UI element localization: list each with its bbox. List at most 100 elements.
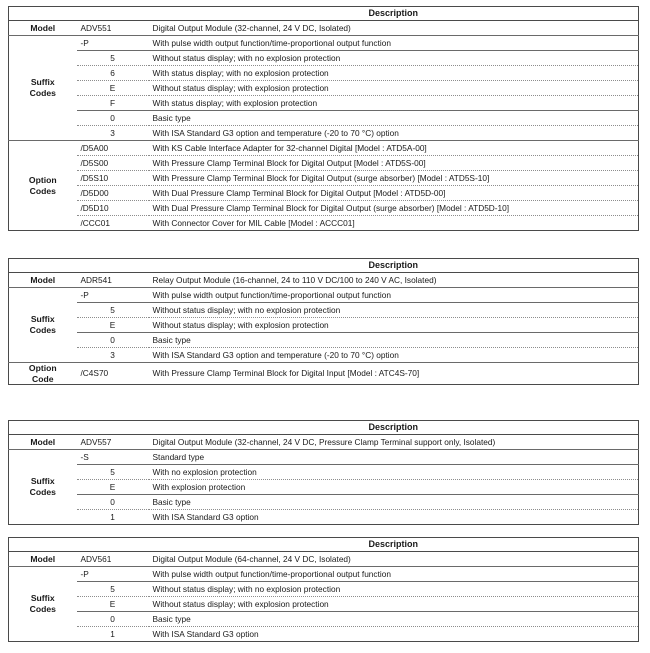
header-blank-code [76, 258, 149, 273]
model-description: Digital Output Module (64-channel, 24 V … [152, 553, 351, 564]
header-blank-label [8, 537, 77, 552]
suffix-code-value: 5 [76, 50, 149, 66]
suffix-code-description: With ISA Standard G3 option and temperat… [148, 125, 639, 141]
suffix-code-description: With status display; with no explosion p… [148, 65, 639, 81]
spec-table-adv557: Description Model ADV557 Digital Output Mod… [8, 420, 639, 525]
table-row-suffix-code: 0 Basic type [9, 611, 639, 627]
table-row-option-code: /D5D00 With Dual Pressure Clamp Terminal … [9, 185, 639, 201]
option-code-value: /C4S70 [76, 361, 149, 385]
table-row-suffix-code: E Without status display; with explosion … [9, 317, 639, 333]
suffix-code-description: Basic type [148, 494, 639, 510]
table-row-suffix-code: E Without status display; with explosion … [9, 596, 639, 612]
table-row-suffix-code: E Without status display; with explosion … [9, 80, 639, 96]
table-row-option-code: /D5S00 With Pressure Clamp Terminal Block… [9, 155, 639, 171]
header-blank-code [76, 537, 149, 552]
model-code-value: ADV557 [80, 436, 112, 447]
table-header-row: Description [8, 420, 639, 435]
option-code-description: With Pressure Clamp Terminal Block for D… [148, 155, 639, 171]
table-row-option-code: /CCC01 With Connector Cover for MIL Cable… [9, 215, 639, 231]
suffix-code-value: E [76, 80, 149, 96]
suffix-code-value: 1 [76, 626, 149, 642]
column-header-description: Description [148, 537, 639, 552]
suffix-code-description: Without status display; with no explosio… [148, 581, 639, 597]
table-row-suffix-code: Suffix Codes -P With pulse width output fun… [8, 566, 639, 642]
model-code-value: ADV561 [80, 553, 112, 564]
table-row-suffix-code: E With explosion protection [9, 479, 639, 495]
model-description: Digital Output Module (32-channel, 24 V … [152, 436, 496, 447]
option-code-value: /D5D00 [76, 185, 149, 201]
option-code-description: With Pressure Clamp Terminal Block for D… [148, 361, 639, 385]
table-header-row: Description [8, 6, 639, 21]
table-row-suffix-code: 5 Without status display; with no explosi… [9, 302, 639, 318]
suffix-code-value: 0 [76, 332, 149, 348]
header-blank-code [76, 420, 149, 435]
suffix-code-description: Without status display; with no explosio… [148, 50, 639, 66]
column-header-description: Description [148, 420, 639, 435]
table-row-model: Model ADV561 Digital Output Module (64-cha… [9, 552, 639, 567]
table-row-model: Model ADV551 Digital Output Module (32-cha… [9, 21, 639, 36]
suffix-code-value: 5 [76, 464, 149, 480]
table-row-option-code: /D5S10 With Pressure Clamp Terminal Block… [9, 170, 639, 186]
header-blank-label [8, 420, 77, 435]
suffix-code-value: 0 [76, 110, 149, 126]
table-row-option-code: Option Codes/D5A00 With KS Cable Interface… [8, 140, 639, 231]
table-row-suffix-code: Suffix Codes -P With pulse width output fun… [8, 35, 639, 141]
option-code-description: With Connector Cover for MIL Cable [Mode… [148, 215, 639, 231]
header-blank-label [8, 6, 77, 21]
spec-table-adv551: Description Model ADV551 Digital Output Mod… [8, 6, 639, 231]
table-row-suffix-code: 3 With ISA Standard G3 option and tempera… [9, 347, 639, 363]
table-row-model: Model ADR541 Relay Output Module (16-chann… [9, 273, 639, 288]
model-code-value: ADR541 [80, 274, 112, 285]
suffix-code-value: F [76, 95, 149, 111]
row-label-model: Model [30, 553, 56, 564]
table-header-row: Description [8, 537, 639, 552]
suffix-code-value: 0 [76, 494, 149, 510]
row-label-option-codes: Option Code [8, 361, 77, 385]
suffix-code-value: E [76, 479, 149, 495]
suffix-code-value: -P [76, 566, 149, 582]
model-description: Digital Output Module (32-channel, 24 V … [152, 22, 351, 33]
suffix-code-description: Basic type [148, 110, 639, 126]
suffix-code-value: -P [76, 287, 149, 303]
option-code-description: With Pressure Clamp Terminal Block for D… [148, 170, 639, 186]
suffix-code-value: E [76, 317, 149, 333]
table-row-suffix-code: Suffix Codes -S Standard type [8, 449, 639, 525]
table-row-suffix-code: Suffix Codes -P With pulse width output fun… [8, 287, 639, 363]
suffix-code-value: 1 [76, 509, 149, 525]
suffix-code-value: 6 [76, 65, 149, 81]
suffix-code-description: With pulse width output function/time-pr… [148, 566, 639, 582]
header-blank-code [76, 6, 149, 21]
suffix-code-description: Without status display; with explosion p… [148, 317, 639, 333]
suffix-code-value: -P [76, 35, 149, 51]
header-blank-label [8, 258, 77, 273]
option-code-value: /D5D10 [76, 200, 149, 216]
table-row-option-code: Option Code/C4S70 With Pressure Clamp Term… [8, 361, 639, 385]
spec-table-adr541: Description Model ADR541 Relay Output Modul… [8, 258, 639, 386]
option-code-description: With Dual Pressure Clamp Terminal Block … [148, 185, 639, 201]
row-label-model: Model [30, 22, 56, 33]
model-code-value: ADV551 [80, 22, 112, 33]
table-row-suffix-code: 5 Without status display; with no explosi… [9, 50, 639, 66]
suffix-code-description: With pulse width output function/time-pr… [148, 287, 639, 303]
suffix-code-description: Without status display; with no explosio… [148, 302, 639, 318]
row-label-model: Model [30, 436, 56, 447]
suffix-code-description: With explosion protection [148, 479, 639, 495]
table-row-option-code: /D5D10 With Dual Pressure Clamp Terminal … [9, 200, 639, 216]
option-code-value: /D5S10 [76, 170, 149, 186]
suffix-code-value: 5 [76, 302, 149, 318]
option-code-value: /D5A00 [76, 140, 149, 156]
suffix-code-description: Basic type [148, 611, 639, 627]
column-header-description: Description [148, 258, 639, 273]
column-header-description: Description [148, 6, 639, 21]
suffix-code-value: 0 [76, 611, 149, 627]
table-row-model: Model ADV557 Digital Output Module (32-cha… [9, 435, 639, 450]
option-code-value: /D5S00 [76, 155, 149, 171]
table-row-suffix-code: 6 With status display; with no explosion … [9, 65, 639, 81]
row-label-suffix-codes: Suffix Codes [8, 566, 77, 642]
suffix-code-description: With no explosion protection [148, 464, 639, 480]
suffix-code-description: With ISA Standard G3 option and temperat… [148, 347, 639, 363]
table-row-suffix-code: 0 Basic type [9, 332, 639, 348]
table-header-row: Description [8, 258, 639, 273]
table-row-suffix-code: 0 Basic type [9, 494, 639, 510]
